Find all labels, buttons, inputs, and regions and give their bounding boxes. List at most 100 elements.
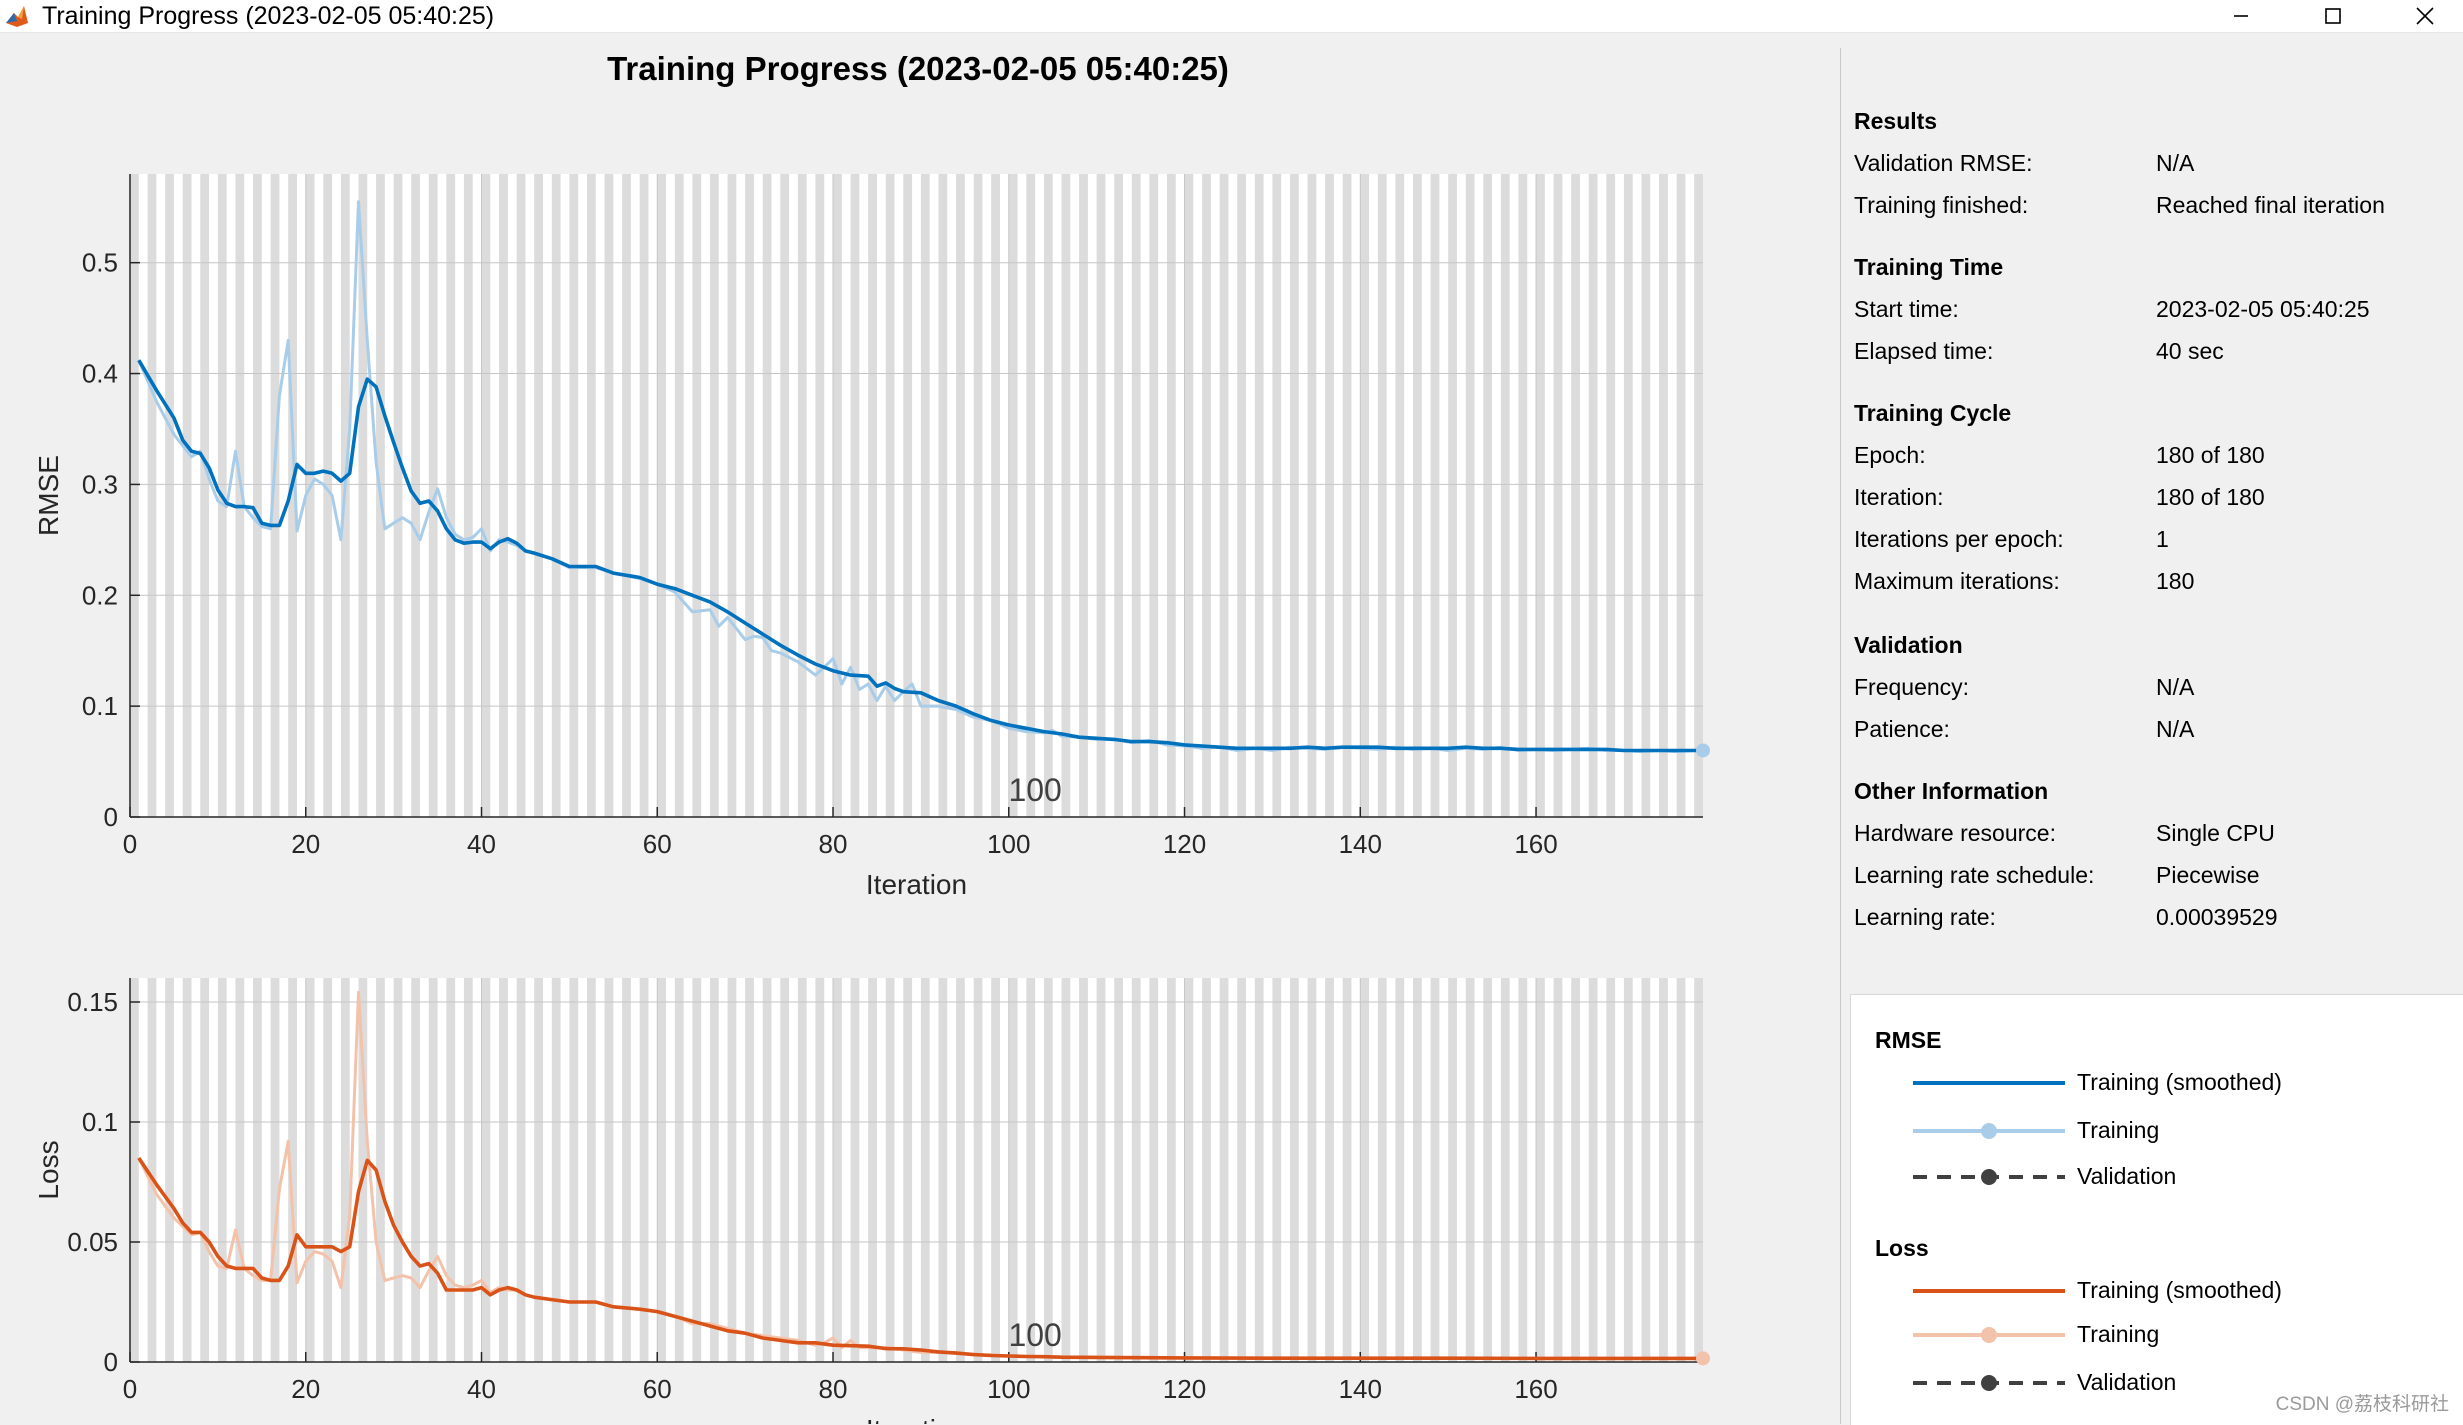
loss-iteration-marker-label: 100 [1008, 1317, 1061, 1353]
loss-epoch-stripe [376, 978, 385, 1362]
loss-epoch-stripe [288, 978, 297, 1362]
legend-loss-smoothed-label: Training (smoothed) [2077, 1277, 2282, 1303]
loss-x-tick-label: 20 [291, 1374, 320, 1404]
rmse-x-tick-label: 140 [1339, 829, 1382, 859]
rmse-x-tick-label: 120 [1163, 829, 1206, 859]
loss-epoch-stripe [868, 978, 877, 1362]
legend-loss-validation-label: Validation [2077, 1369, 2177, 1395]
rmse-epoch-stripe [165, 174, 174, 817]
loss-y-tick-label: 0.15 [67, 987, 118, 1017]
close-button[interactable] [2382, 0, 2463, 32]
rmse-epoch-stripe [1342, 174, 1352, 817]
loss-epoch-stripe [1553, 978, 1563, 1362]
loss-epoch-stripe [165, 978, 174, 1362]
rmse-epoch-stripe [1676, 174, 1686, 817]
loss-epoch-stripe [1149, 978, 1159, 1362]
rmse-epoch-stripe [1571, 174, 1580, 817]
loss-y-tick-label: 0 [104, 1347, 118, 1377]
loss-epoch-stripe [1588, 978, 1598, 1362]
legend-rmse-training-swatch [1913, 1123, 2065, 1139]
legend-rmse-training-label: Training [2077, 1117, 2160, 1143]
loss-x-tick-label: 80 [819, 1374, 848, 1404]
loss-epoch-stripe [1571, 978, 1580, 1362]
rmse-epoch-stripe [868, 174, 877, 817]
loss-epoch-stripe [1676, 978, 1686, 1362]
training-finished-value: Reached final iteration [2156, 192, 2385, 218]
rmse-x-axis-label: Iteration [866, 869, 967, 900]
rmse-epoch-stripe [446, 174, 456, 817]
rmse-epoch-stripe [956, 174, 965, 817]
rmse-epoch-stripe [1096, 174, 1106, 817]
loss-training-final-point [1696, 1351, 1710, 1366]
loss-epoch-stripe [323, 978, 333, 1362]
rmse-epoch-stripe [323, 174, 333, 817]
loss-epoch-stripe [1166, 978, 1176, 1362]
rmse-y-tick-label: 0.4 [82, 359, 118, 389]
rmse-epoch-stripe [534, 174, 544, 817]
loss-epoch-stripe [270, 978, 280, 1362]
close-icon [2416, 7, 2434, 25]
loss-epoch-stripe [1272, 978, 1282, 1362]
minimize-button[interactable] [2198, 0, 2284, 32]
loss-epoch-stripe [1536, 978, 1545, 1362]
loss-training-smoothed-line [137, 1157, 1703, 1361]
loss-epoch-stripe [411, 978, 420, 1362]
loss-epoch-stripe [920, 978, 930, 1362]
loss-epoch-stripe [1623, 978, 1633, 1362]
iterations-per-epoch-label: Iterations per epoch: [1854, 526, 2064, 552]
rmse-x-tick-label: 0 [123, 829, 137, 859]
rmse-epoch-stripe [1606, 174, 1616, 817]
rmse-epoch-stripe [1149, 174, 1159, 817]
loss-epoch-stripe [253, 978, 262, 1362]
rmse-y-tick-label: 0.5 [82, 248, 118, 278]
loss-epoch-stripe [1096, 978, 1106, 1362]
loss-epoch-stripe [797, 978, 807, 1362]
loss-y-tick-label: 0.1 [82, 1107, 118, 1137]
rmse-epoch-stripe [1131, 174, 1141, 817]
rmse-epoch-stripe [1465, 174, 1475, 817]
rmse-epoch-stripe [1641, 174, 1651, 817]
validation-rmse-label: Validation RMSE: [1854, 150, 2033, 176]
rmse-epoch-stripe [1026, 174, 1036, 817]
loss-epoch-stripe [1360, 978, 1370, 1362]
rmse-epoch-stripe [1413, 174, 1422, 817]
loss-epoch-stripe [1413, 978, 1422, 1362]
rmse-x-tick-label: 80 [819, 829, 848, 859]
loss-epoch-stripe [604, 978, 614, 1362]
rmse-epoch-stripe [1500, 174, 1510, 817]
loss-epoch-stripe [1307, 978, 1317, 1362]
loss-epoch-stripe [1026, 978, 1036, 1362]
legend-loss-validation-swatch [1913, 1375, 2065, 1391]
loss-epoch-stripe [1395, 978, 1405, 1362]
rmse-epoch-stripe [569, 174, 579, 817]
loss-epoch-stripe [903, 978, 913, 1362]
elapsed-time-label: Elapsed time: [1854, 338, 1994, 364]
loss-epoch-stripe [182, 978, 192, 1362]
loss-epoch-stripe [200, 978, 210, 1362]
loss-epoch-stripe [885, 978, 895, 1362]
rmse-epoch-stripe [130, 174, 139, 817]
loss-x-tick-label: 60 [643, 1374, 672, 1404]
rmse-epoch-stripe [991, 174, 1000, 817]
loss-epoch-stripe [1377, 978, 1387, 1362]
loss-epoch-stripe [1061, 978, 1071, 1362]
maximize-button[interactable] [2290, 0, 2376, 32]
validation-section-title: Validation [1854, 632, 1963, 658]
loss-epoch-stripe [1237, 978, 1247, 1362]
other-info-section-title: Other Information [1854, 778, 2049, 804]
loss-epoch-stripe [586, 978, 596, 1362]
rmse-epoch-stripe [1237, 174, 1247, 817]
rmse-training-smoothed-line [137, 359, 1703, 753]
rmse-x-tick-label: 20 [291, 829, 320, 859]
loss-epoch-stripe [534, 978, 544, 1362]
loss-epoch-stripe [340, 978, 350, 1362]
rmse-epoch-stripe [692, 174, 702, 817]
loss-epoch-stripe [833, 978, 842, 1362]
legend-loss-training-swatch [1913, 1327, 2065, 1343]
rmse-epoch-stripe [604, 174, 614, 817]
legend-rmse-smoothed-swatch [1913, 1081, 2065, 1085]
loss-y-axis-label: Loss [33, 1140, 64, 1199]
frequency-value: N/A [2156, 674, 2195, 700]
rmse-iteration-marker-label: 100 [1008, 772, 1061, 808]
rmse-epoch-stripe [1184, 174, 1194, 817]
